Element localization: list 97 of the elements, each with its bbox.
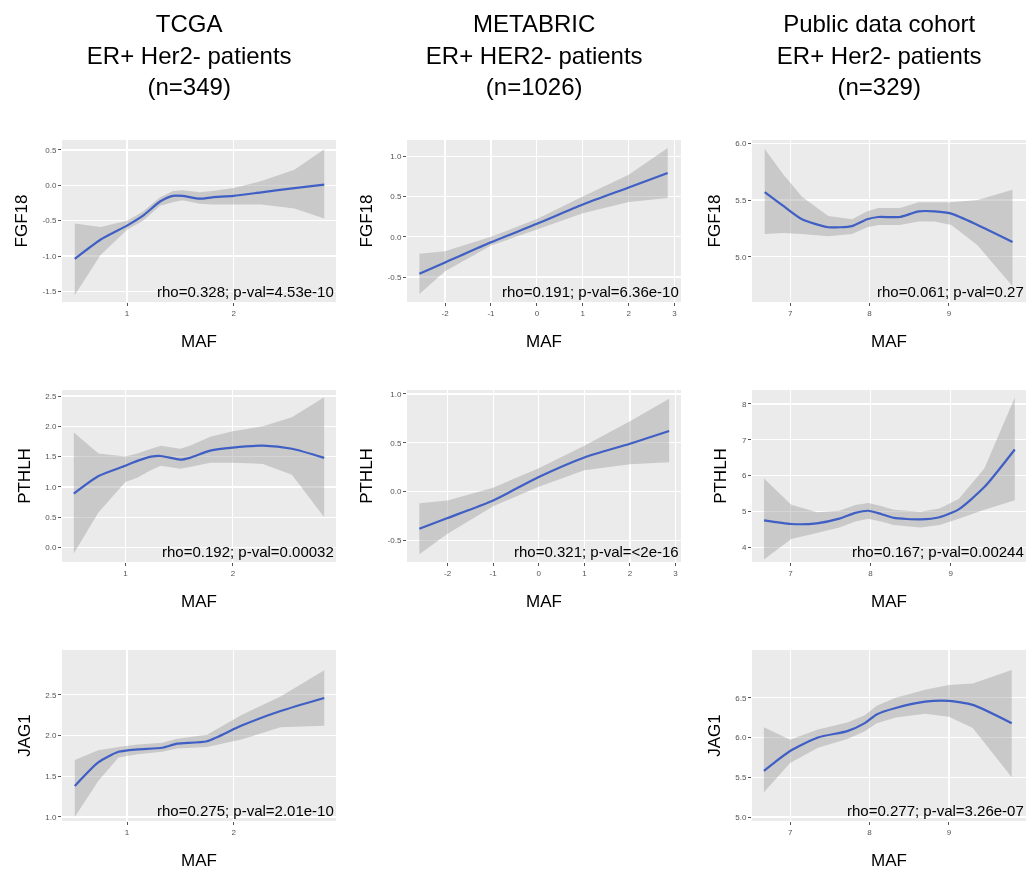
x-tick-label: 9 <box>948 568 954 578</box>
annotation: rho=0.167; p-val=0.00244 <box>852 543 1024 560</box>
x-tick-label: 1 <box>580 308 586 318</box>
line-series <box>73 696 326 788</box>
y-tick-label: 1.5 <box>45 772 57 782</box>
x-tick-label: 2 <box>626 308 632 318</box>
y-tick-label: 5.5 <box>735 195 747 205</box>
y-axis-title: JAG1 <box>704 714 724 757</box>
line-series <box>73 183 326 260</box>
x-axis-title: MAF <box>871 592 907 611</box>
line-series <box>418 429 671 530</box>
annotation: rho=0.321; p-val=<2e-16 <box>514 543 679 560</box>
y-tick-label: 0.0 <box>45 543 57 553</box>
x-axis-title: MAF <box>871 332 907 351</box>
y-tick-label: 0.0 <box>45 181 57 191</box>
x-axis-title: MAF <box>181 332 217 351</box>
x-tick-label: 0 <box>534 308 540 318</box>
y-tick-label: 2.0 <box>45 422 57 432</box>
y-tick-label: 6.0 <box>735 139 747 149</box>
y-tick-label: 1.0 <box>390 151 402 161</box>
chart-title: METABRIC ER+ HER2- patients (n=1026) <box>425 10 643 100</box>
x-tick-label: 8 <box>867 827 873 837</box>
y-tick-label: -0.5 <box>42 216 57 226</box>
y-axis-title: PTHLH <box>357 448 377 504</box>
line-series <box>763 191 1014 244</box>
x-tick-label: 2 <box>231 827 237 837</box>
line-series <box>762 699 1013 772</box>
y-tick-label: 4 <box>741 543 747 553</box>
x-tick-label: 2 <box>627 568 633 578</box>
x-tick-label: 9 <box>946 308 952 318</box>
y-axis-title: FGF18 <box>12 194 32 248</box>
annotation: rho=0.061; p-val=0.27 <box>877 283 1024 300</box>
x-axis-title: MAF <box>181 592 217 611</box>
y-tick-label: 2.5 <box>45 391 57 401</box>
x-tick-label: -1 <box>487 308 496 318</box>
x-tick-label: 9 <box>946 827 952 837</box>
line-series <box>72 444 326 495</box>
y-axis-title: JAG1 <box>14 714 34 757</box>
y-tick-label: 6.0 <box>735 733 747 743</box>
x-axis-title: MAF <box>181 851 217 870</box>
x-axis-title: MAF <box>526 592 562 611</box>
x-tick-label: -2 <box>444 568 452 578</box>
annotation: rho=0.275; p-val=2.01e-10 <box>157 802 334 819</box>
y-tick-label: 6 <box>741 471 747 481</box>
y-tick-label: 0.5 <box>45 145 57 155</box>
y-tick-label: 6.5 <box>735 693 747 703</box>
y-tick-label: 0.0 <box>390 232 402 242</box>
y-axis-title: FGF18 <box>357 194 377 248</box>
annotation: rho=0.192; p-val=0.00032 <box>162 543 334 560</box>
y-tick-label: -1.5 <box>42 287 57 297</box>
y-tick-label: 1.0 <box>390 389 402 399</box>
y-tick-label: 2.5 <box>45 690 57 700</box>
y-tick-label: -0.5 <box>387 536 402 546</box>
y-tick-label: 2.0 <box>45 731 57 741</box>
y-tick-label: 0.5 <box>390 192 402 202</box>
y-tick-label: 0.5 <box>45 512 57 522</box>
y-tick-label: 1.0 <box>45 482 57 492</box>
line-series <box>418 171 669 275</box>
x-tick-label: 7 <box>787 308 793 318</box>
x-axis-title: MAF <box>526 332 562 351</box>
x-tick-label: -2 <box>441 308 450 318</box>
y-tick-label: 5.0 <box>735 252 747 262</box>
y-tick-label: 8 <box>741 399 747 409</box>
x-tick-label: 0 <box>536 568 542 578</box>
y-tick-label: 0.5 <box>390 438 402 448</box>
x-tick-label: 7 <box>787 827 793 837</box>
y-tick-label: 5.5 <box>735 773 747 783</box>
y-tick-label: 5.0 <box>735 812 747 822</box>
x-tick-label: 3 <box>672 308 678 318</box>
x-tick-label: -1 <box>489 568 498 578</box>
x-axis-title: MAF <box>871 851 907 870</box>
x-tick-label: 2 <box>231 308 237 318</box>
y-tick-label: 7 <box>741 435 747 445</box>
y-tick-label: 1.0 <box>45 812 57 822</box>
chart-title: TCGA ER+ Her2- patients (n=349) <box>86 10 292 100</box>
x-tick-label: 1 <box>582 568 588 578</box>
y-tick-label: 5 <box>741 507 747 517</box>
x-tick-label: 8 <box>867 308 873 318</box>
annotation: rho=0.277; p-val=3.26e-07 <box>847 802 1024 819</box>
y-tick-label: -1.0 <box>42 251 57 261</box>
x-tick-label: 2 <box>230 568 236 578</box>
annotation: rho=0.191; p-val=6.36e-10 <box>502 283 679 300</box>
x-tick-label: 3 <box>673 568 679 578</box>
y-axis-title: PTHLH <box>14 448 34 504</box>
line-series <box>762 448 1016 526</box>
annotation: rho=0.328; p-val=4.53e-10 <box>157 283 334 300</box>
y-tick-label: 1.5 <box>45 452 57 462</box>
y-tick-label: 0.0 <box>390 487 402 497</box>
y-axis-title: PTHLH <box>711 448 731 504</box>
x-tick-label: 7 <box>788 568 794 578</box>
y-tick-label: -0.5 <box>387 272 402 282</box>
x-tick-label: 1 <box>124 827 130 837</box>
chart-title: Public data cohort ER+ Her2- patients (n=329) <box>776 10 982 100</box>
x-tick-label: 1 <box>124 308 130 318</box>
x-tick-label: 8 <box>868 568 874 578</box>
x-tick-label: 1 <box>123 568 129 578</box>
y-axis-title: FGF18 <box>704 194 724 248</box>
